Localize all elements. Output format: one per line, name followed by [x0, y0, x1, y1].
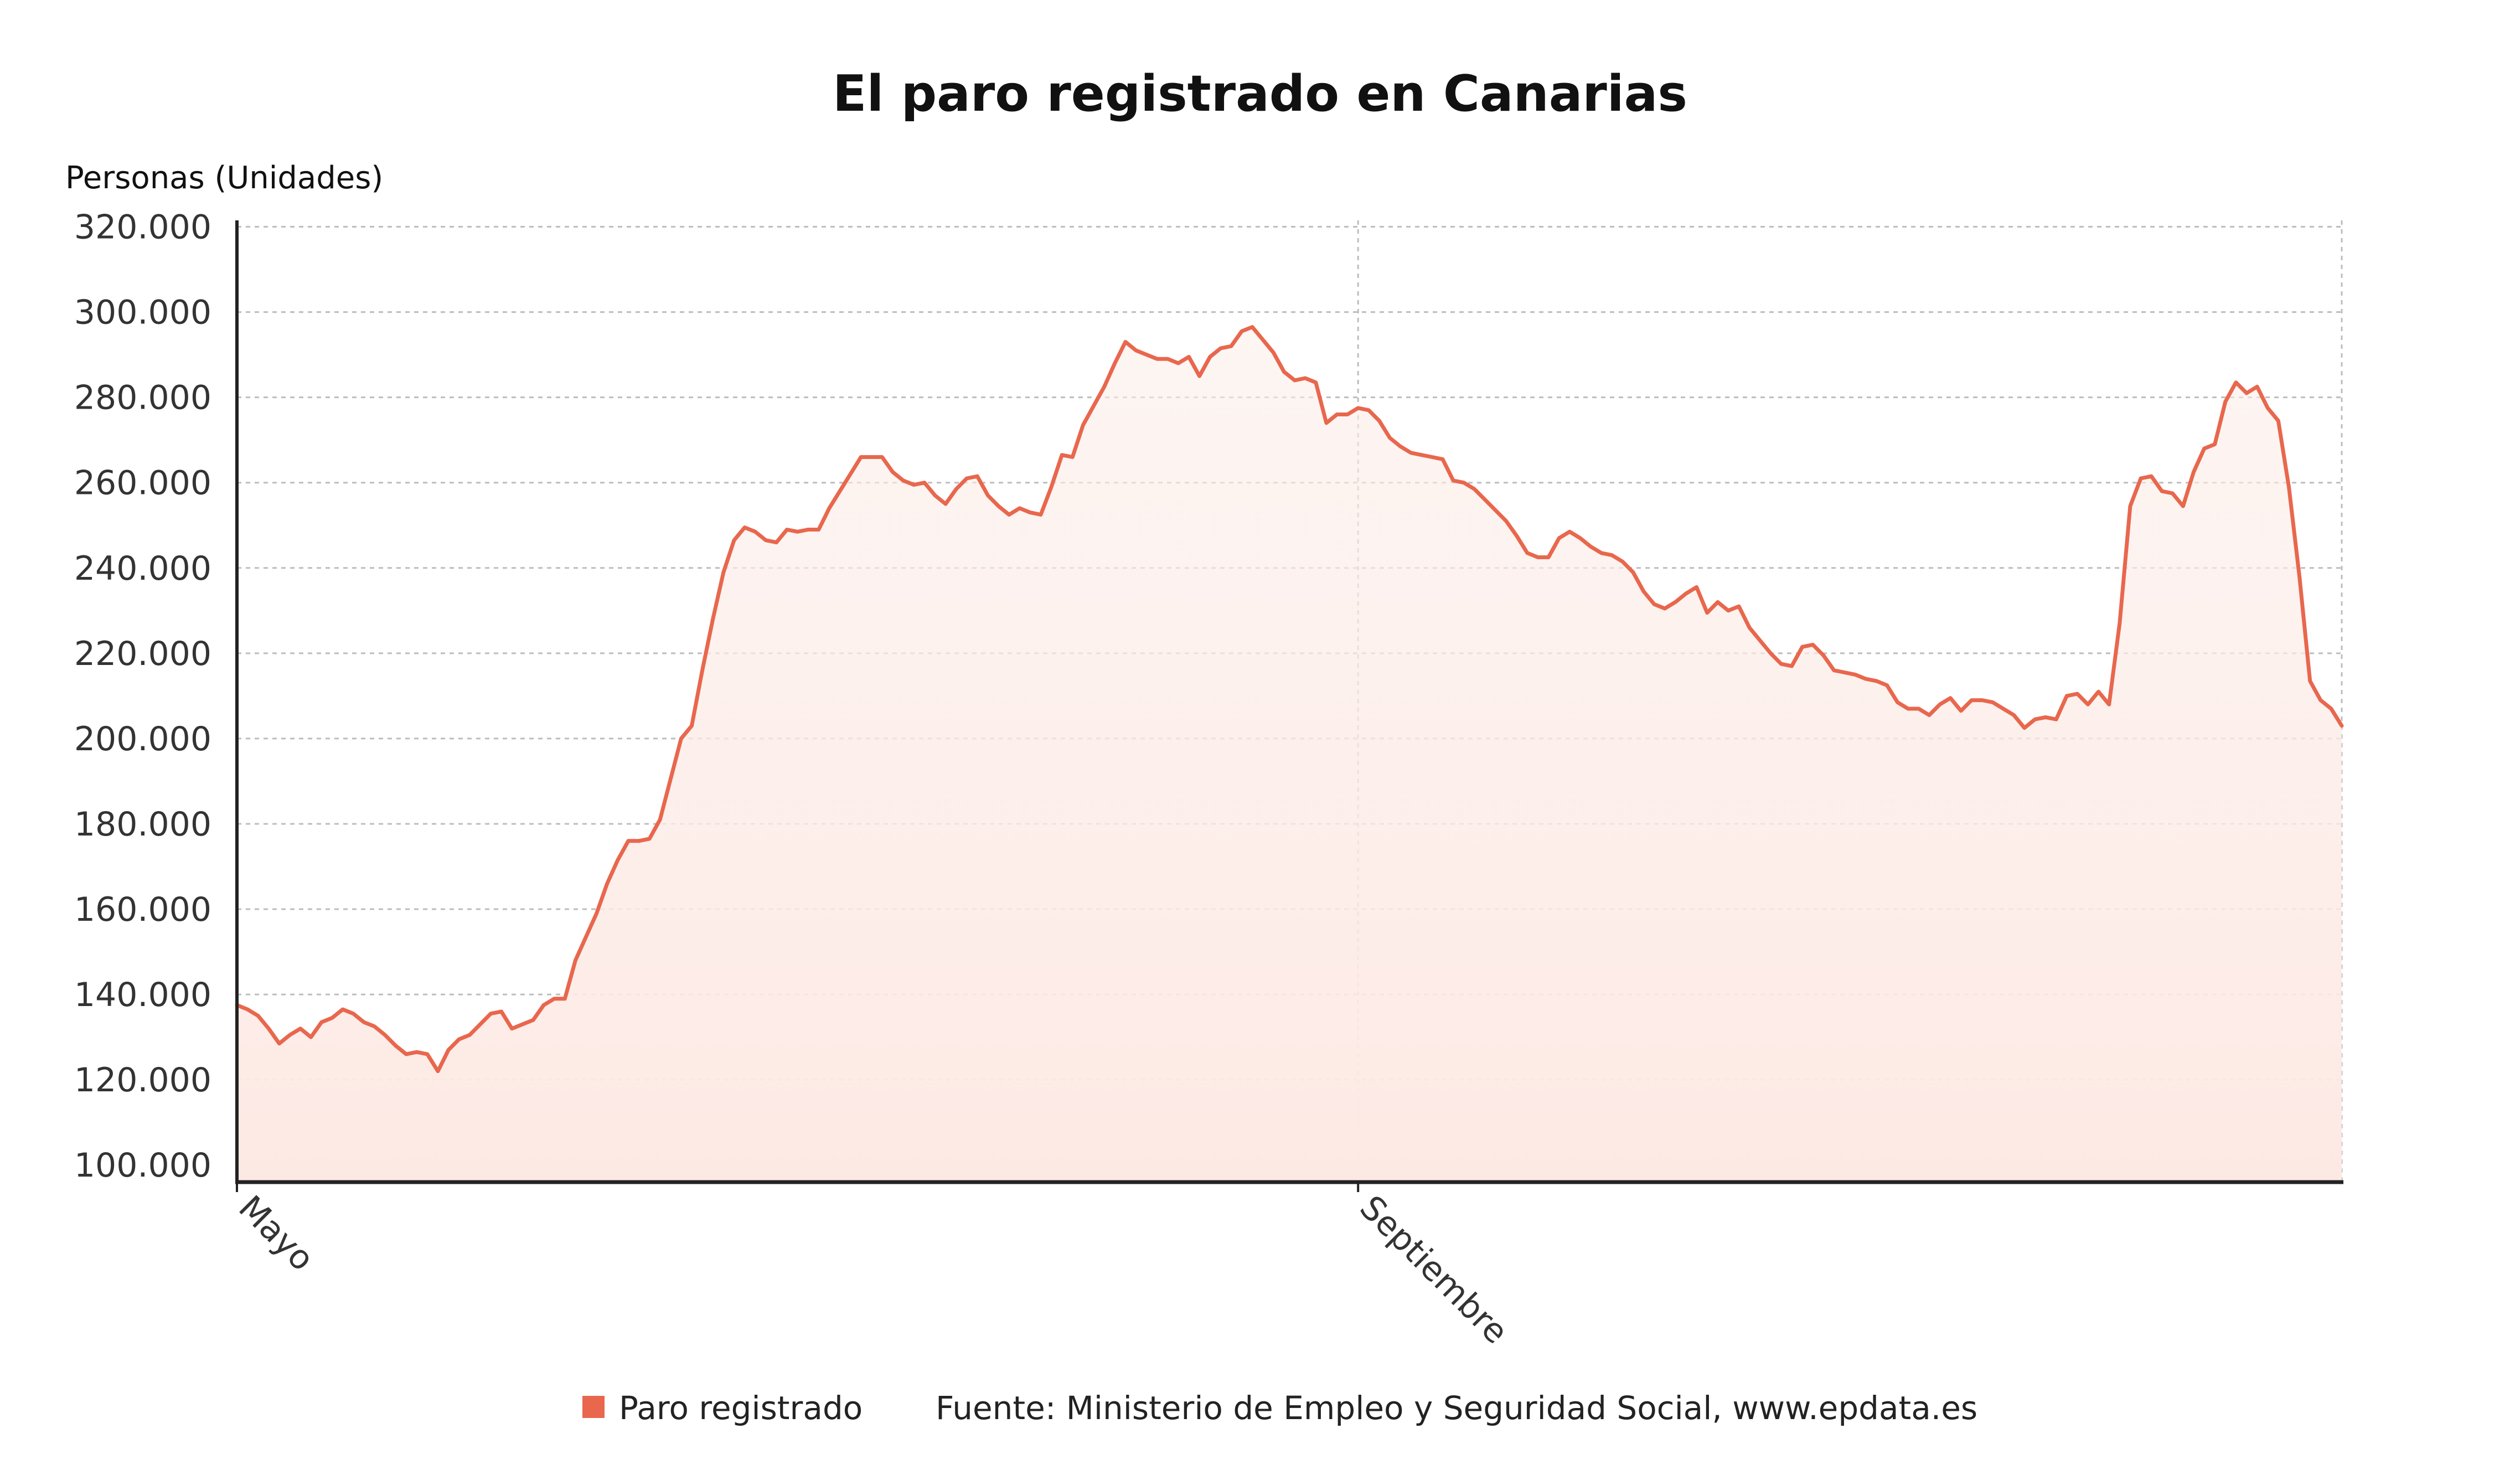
series-line-paro-registrado [235, 325, 2344, 1074]
y-tick-label: 180.000 [74, 805, 211, 844]
series-line-group [235, 325, 2344, 1074]
y-tick-label: 260.000 [74, 464, 211, 503]
y-tick-labels: 320.000 300.000 280.000 260.000 240.000 220.0… [74, 208, 211, 1185]
y-tick-label: 240.000 [74, 549, 211, 588]
x-tick-labels: Mayo Septiembre [231, 1188, 1515, 1352]
y-tick-label: 100.000 [74, 1146, 211, 1185]
y-tick-label: 160.000 [74, 890, 211, 929]
y-tick-label: 200.000 [74, 720, 211, 759]
legend-swatch [582, 1396, 605, 1418]
chart-title: El paro registrado en Canarias [833, 65, 1687, 123]
y-tick-label: 320.000 [74, 208, 211, 247]
y-axis-label: Personas (Unidades) [65, 160, 383, 196]
axes [235, 220, 2343, 1192]
y-tick-label: 280.000 [74, 379, 211, 417]
y-tick-label: 300.000 [74, 293, 211, 332]
legend-label: Paro registrado [619, 1389, 863, 1427]
y-tick-label: 120.000 [74, 1061, 211, 1100]
y-tick-label: 140.000 [74, 976, 211, 1014]
series-area [237, 327, 2342, 1182]
x-tick-label: Mayo [231, 1188, 321, 1278]
source-text: Fuente: Ministerio de Empleo y Seguridad… [936, 1389, 1977, 1427]
x-tick-label: Septiembre [1352, 1188, 1516, 1352]
y-tick-label: 220.000 [74, 635, 211, 673]
series-area-fill [237, 327, 2342, 1182]
legend: Paro registrado Fuente: Ministerio de Em… [582, 1389, 1977, 1427]
